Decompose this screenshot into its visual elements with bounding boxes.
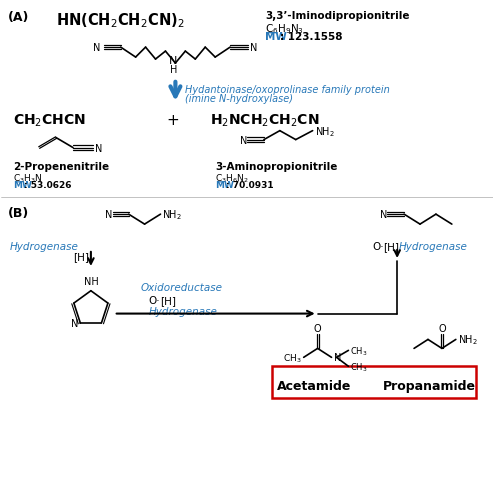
Text: H$_2$NCH$_2$CH$_2$CN: H$_2$NCH$_2$CH$_2$CN [210,112,320,129]
Text: C$_6$H$_9$N$_3$: C$_6$H$_9$N$_3$ [265,22,304,36]
Text: O: O [314,324,322,334]
Text: NH: NH [83,276,98,286]
Text: O: O [438,324,446,334]
Text: MW: MW [13,181,32,190]
Bar [272,366,476,398]
Text: NH$_2$: NH$_2$ [458,333,478,347]
Text: (imine N-hydroxylase): (imine N-hydroxylase) [185,94,293,104]
Text: N: N [250,43,257,53]
Text: HN(CH$_2$CH$_2$CN)$_2$: HN(CH$_2$CH$_2$CN)$_2$ [56,11,185,30]
Text: CH$_3$: CH$_3$ [283,351,302,364]
Text: CH$_3$: CH$_3$ [350,345,368,357]
Text: N: N [380,210,387,220]
Text: N: N [240,136,247,145]
Text: 2-Propenenitrile: 2-Propenenitrile [13,162,110,172]
Text: Propanamide: Propanamide [382,379,475,393]
Text: [H]: [H] [383,242,399,252]
Text: 3,3’-Iminodipropionitrile: 3,3’-Iminodipropionitrile [265,11,410,21]
Text: C$_3$H$_6$N$_2$: C$_3$H$_6$N$_2$ [215,172,249,184]
Text: 3-Aminopropionitrile: 3-Aminopropionitrile [215,162,337,172]
Text: : 123.1558: : 123.1558 [280,32,342,42]
Text: MW: MW [215,181,234,190]
Text: O·: O· [372,242,384,252]
Text: N: N [95,143,102,153]
Text: Oxidoreductase: Oxidoreductase [141,282,223,292]
Text: C$_3$H$_3$N: C$_3$H$_3$N [13,172,43,184]
Text: +: + [166,112,179,127]
Text: Hydrogenase: Hydrogenase [149,306,217,316]
Text: CH$_2$CHCN: CH$_2$CHCN [13,112,86,129]
Text: [H]: [H] [73,251,89,261]
Text: : 53.0626: : 53.0626 [24,181,72,190]
Text: NH$_2$: NH$_2$ [163,208,182,222]
Text: N: N [333,353,341,363]
Text: : 70.0931: : 70.0931 [226,181,274,190]
Text: Hydrogenase: Hydrogenase [9,242,78,252]
Text: N: N [105,210,113,220]
Text: Hydantoinase/oxoprolinase family protein: Hydantoinase/oxoprolinase family protein [185,85,390,95]
Text: [H]: [H] [161,295,176,305]
Text: CH$_3$: CH$_3$ [350,360,368,373]
Text: Hydrogenase: Hydrogenase [399,242,468,252]
Text: O·: O· [149,295,160,305]
Text: N: N [93,43,101,53]
Text: N: N [169,56,178,66]
Text: N: N [71,318,79,329]
Text: H: H [170,65,177,75]
Text: (A): (A) [8,11,30,24]
Text: (B): (B) [8,207,30,220]
Text: NH$_2$: NH$_2$ [315,124,334,138]
Text: MW: MW [265,32,287,42]
Text: Acetamide: Acetamide [278,379,352,393]
